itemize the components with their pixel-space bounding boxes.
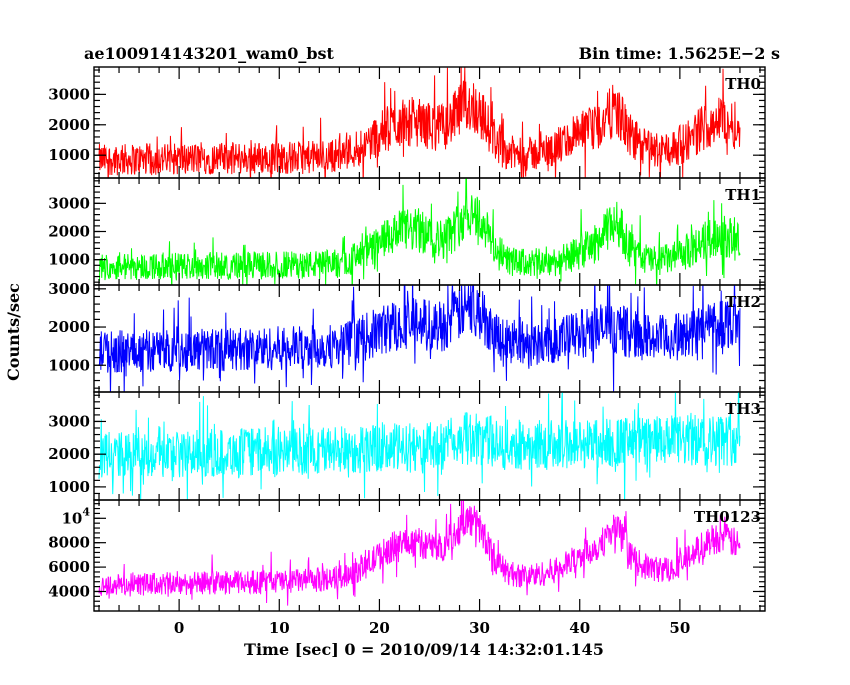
x-tick-label: 50 [669,619,690,637]
x-tick-label: 30 [469,619,490,637]
panel-th1: 1000 2000 3000 TH1 [48,177,766,286]
panel-label-th1: TH1 [725,186,761,204]
series-th3 [98,392,741,500]
series-th2 [98,285,741,392]
panel-label-th0: TH0 [725,75,761,93]
y-tick-label: 3000 [48,412,90,430]
panel-label-th2: TH2 [725,293,761,311]
chart-title: ae100914143201_wam0_bst [84,44,335,63]
y-tick-label: 2000 [48,318,90,336]
x-tick-label: 20 [369,619,390,637]
panel-frame [93,499,766,612]
panel-th0: 1000 2000 3000 TH0 [48,66,766,179]
y-tick-label: 4000 [48,582,90,600]
panel-label-th3: TH3 [725,400,761,418]
panel-th2: 1000 2000 3000 TH2 [48,280,766,393]
y-tick-label: 8000 [48,534,90,552]
y-tick-label: 1000 [48,146,90,164]
y-tick-label: 6000 [48,558,90,576]
x-tick-label: 0 [174,619,184,637]
series-th0123 [98,500,741,606]
y-tick-label: 104 [61,505,90,527]
y-tick-label: 1000 [48,478,90,496]
panel-th0123: 4000 6000 8000 104 TH0123 [48,499,766,612]
panel-label-th0123: TH0123 [694,508,761,526]
y-axis-label: Counts/sec [4,283,23,381]
series-th0 [98,67,741,178]
bin-time-label: Bin time: 1.5625E−2 s [579,44,780,63]
y-tick-label: 2000 [48,445,90,463]
y-tick-label: 2000 [48,116,90,134]
panel-th3: 1000 2000 3000 TH3 [48,391,766,501]
y-tick-label: 1000 [48,356,90,374]
panel-frame [93,177,766,286]
y-tick-label: 3000 [48,280,90,298]
x-axis-label: Time [sec] 0 = 2010/09/14 14:32:01.145 [244,640,604,659]
x-tick-label: 10 [269,619,290,637]
series-th1 [98,178,741,285]
y-tick-label: 1000 [48,251,90,269]
x-tick-label: 40 [569,619,590,637]
y-tick-label: 2000 [48,223,90,241]
y-tick-label: 3000 [48,194,90,212]
y-tick-label: 3000 [48,85,90,103]
panels-group: 1000 2000 3000 TH0 1000 2000 3000 TH1 1000 2000 30… [48,66,766,637]
